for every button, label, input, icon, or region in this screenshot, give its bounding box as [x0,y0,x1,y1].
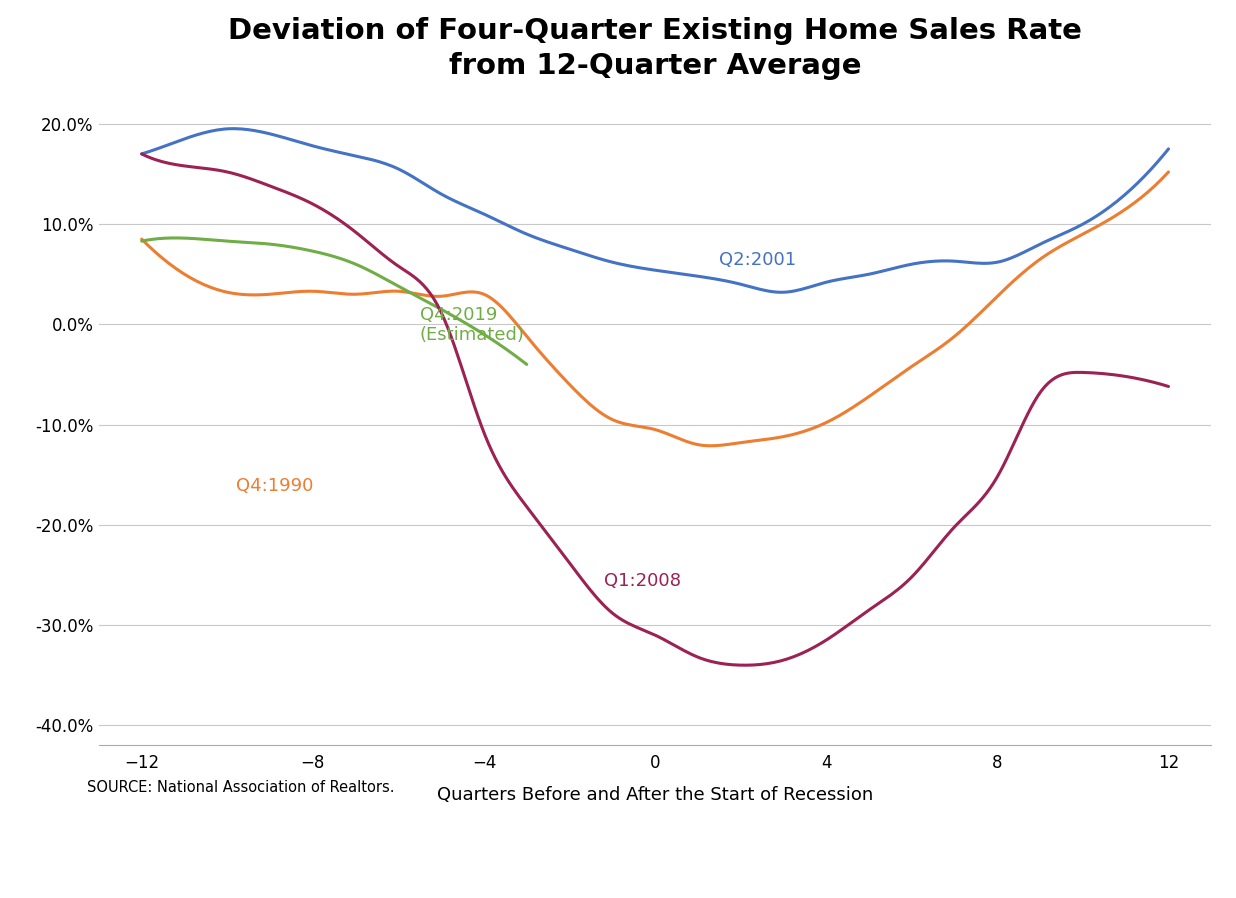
Text: SOURCE: National Association of Realtors.: SOURCE: National Association of Realtors… [87,779,394,795]
Text: Q4:1990: Q4:1990 [236,477,313,495]
Text: ST. LOUIS: ST. LOUIS [363,858,456,876]
Text: Q4:2019
(Estimated): Q4:2019 (Estimated) [420,305,524,344]
Text: FEDERAL RESERVE BANK: FEDERAL RESERVE BANK [35,858,271,876]
Text: Q2:2001: Q2:2001 [719,251,796,269]
Title: Deviation of Four-Quarter Existing Home Sales Rate
from 12-Quarter Average: Deviation of Four-Quarter Existing Home … [229,17,1082,80]
Text: Q1:2008: Q1:2008 [603,572,681,590]
Text: F: F [35,858,47,876]
X-axis label: Quarters Before and After the Start of Recession: Quarters Before and After the Start of R… [438,786,873,804]
Text: of: of [326,858,342,876]
